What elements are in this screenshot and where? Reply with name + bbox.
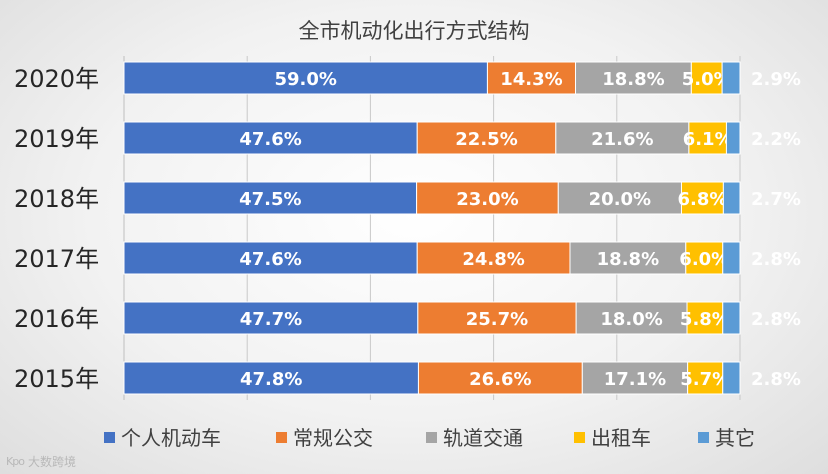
y-tick-label: 2015年 <box>14 365 99 393</box>
data-label: 2.8% <box>751 369 801 390</box>
bar-segment <box>722 181 741 215</box>
data-label: 24.8% <box>462 249 524 270</box>
data-label: 22.5% <box>455 129 517 150</box>
legend-swatch <box>426 432 437 443</box>
data-label: 26.6% <box>469 369 531 390</box>
data-label: 21.6% <box>591 129 653 150</box>
data-label: 59.0% <box>274 69 336 90</box>
data-label: 2.2% <box>751 129 801 150</box>
data-label: 47.8% <box>240 369 302 390</box>
data-label: 23.0% <box>456 189 518 210</box>
legend-swatch <box>574 432 585 443</box>
data-label: 5.8% <box>680 309 730 330</box>
data-label: 47.6% <box>239 249 301 270</box>
y-tick-label: 2016年 <box>14 305 99 333</box>
data-label: 47.7% <box>240 309 302 330</box>
data-label: 17.1% <box>604 369 666 390</box>
bar-segment <box>555 121 690 155</box>
data-label: 2.8% <box>751 309 801 330</box>
bar-segment <box>722 361 741 395</box>
data-label: 6.8% <box>677 189 727 210</box>
bar-segment <box>725 121 741 155</box>
y-tick-label: 2020年 <box>14 65 99 93</box>
bar-segment <box>486 61 577 95</box>
data-label: 2.9% <box>751 69 801 90</box>
data-label: 47.5% <box>239 189 301 210</box>
data-label: 18.8% <box>597 249 659 270</box>
legend-label: 常规公交 <box>293 426 373 450</box>
bar-segment <box>690 61 723 95</box>
data-label: 5.7% <box>680 369 730 390</box>
bar-segment <box>680 181 724 215</box>
bar-segment <box>416 241 571 275</box>
data-label: 14.3% <box>500 69 562 90</box>
bar-segment <box>569 241 687 275</box>
data-label: 18.8% <box>602 69 664 90</box>
y-tick-label: 2017年 <box>14 245 99 273</box>
bar-segment <box>416 121 557 155</box>
bar-segment <box>123 61 488 95</box>
watermark-text: 大数跨境 <box>27 455 76 469</box>
bar-segment <box>575 61 692 95</box>
bar-segment <box>685 241 724 275</box>
watermark-logo: Kpo <box>6 455 25 468</box>
bar-segment <box>416 181 559 215</box>
bar-segment <box>686 301 724 335</box>
data-label: 2.7% <box>751 189 801 210</box>
watermark: Kpo 大数跨境 <box>6 453 76 470</box>
legend-swatch <box>698 432 709 443</box>
y-tick-label: 2019年 <box>14 125 99 153</box>
data-label: 2.8% <box>751 249 801 270</box>
legend-swatch <box>276 432 287 443</box>
bar-segment <box>688 121 727 155</box>
data-label: 47.6% <box>239 129 301 150</box>
bar-segment <box>557 181 682 215</box>
data-label: 6.0% <box>679 249 729 270</box>
bar-segment <box>417 301 577 335</box>
bar-segment <box>721 61 741 95</box>
legend-label: 轨道交通 <box>443 426 523 450</box>
legend-swatch <box>104 432 115 443</box>
bar-segment <box>123 121 418 155</box>
y-tick-label: 2018年 <box>14 185 99 213</box>
bar-segment <box>581 361 689 395</box>
data-label: 25.7% <box>466 309 528 330</box>
chart-title: 全市机动化出行方式结构 <box>299 19 530 43</box>
legend-label: 个人机动车 <box>121 426 221 450</box>
bar-segment <box>417 361 583 395</box>
bar-segment <box>575 301 688 335</box>
legend-label: 其它 <box>715 426 755 450</box>
data-label: 18.0% <box>600 309 662 330</box>
data-label: 6.1% <box>683 129 733 150</box>
data-label: 20.0% <box>589 189 651 210</box>
bar-segment <box>722 241 741 275</box>
legend-label: 出租车 <box>591 426 651 450</box>
bar-segment <box>722 301 741 335</box>
data-label: 5.0% <box>682 69 732 90</box>
bar-segment <box>123 301 419 335</box>
